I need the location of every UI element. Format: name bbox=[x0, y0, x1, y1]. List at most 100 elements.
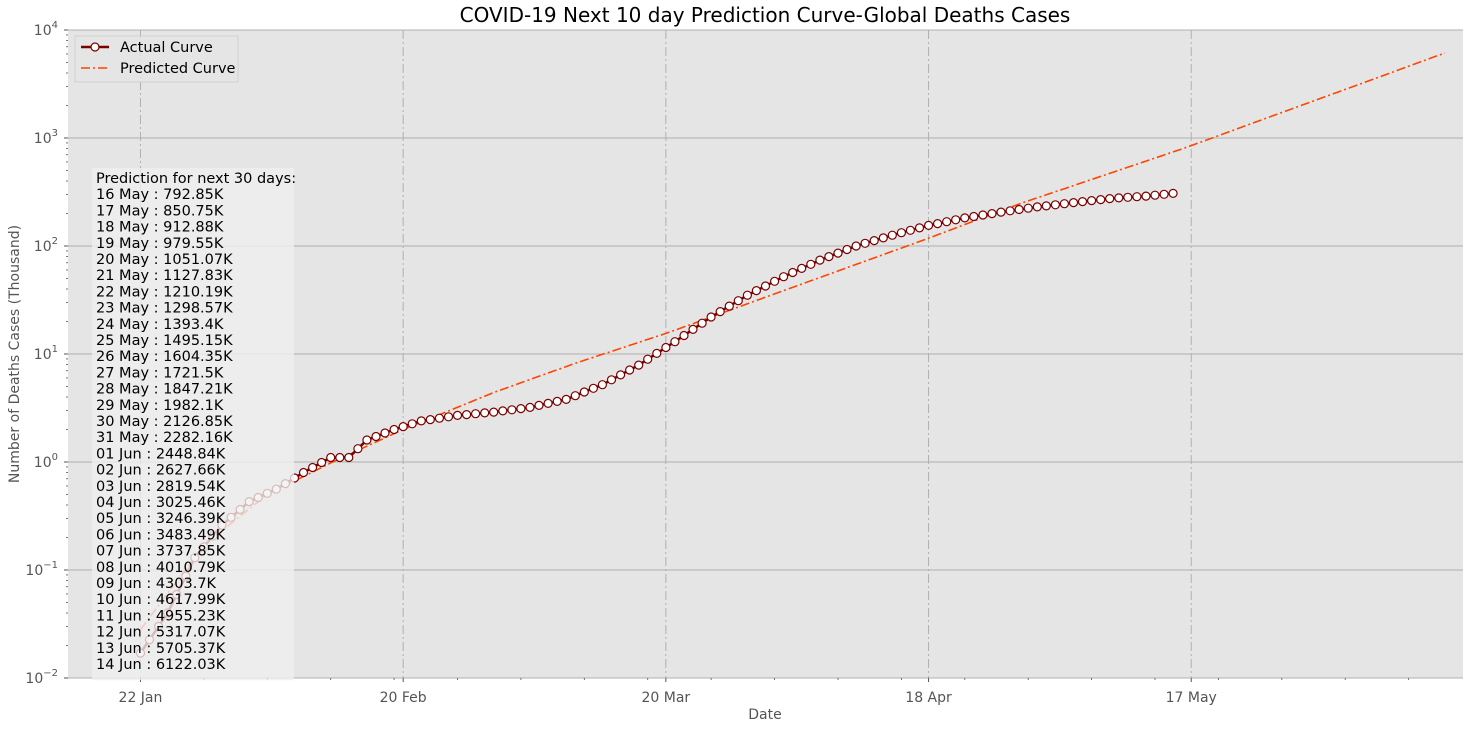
series-actual-point bbox=[308, 462, 318, 473]
series-actual-point bbox=[489, 407, 499, 417]
series-actual-point bbox=[552, 396, 562, 406]
series-actual-point bbox=[624, 365, 635, 375]
series-actual-point bbox=[335, 452, 345, 463]
series-actual-point bbox=[634, 360, 644, 370]
y-tick-base: 10 bbox=[34, 239, 52, 255]
series-actual-point bbox=[1114, 193, 1124, 203]
series-actual-point bbox=[371, 431, 381, 442]
annotation-line: 07 Jun : 3737.85K bbox=[96, 544, 226, 560]
series-actual-point bbox=[760, 281, 771, 291]
annotation-line: 23 May : 1298.57K bbox=[96, 301, 233, 317]
series-actual-point bbox=[788, 267, 798, 278]
series-actual-point bbox=[606, 375, 617, 385]
series-actual-point bbox=[534, 400, 544, 410]
series-actual-point bbox=[670, 337, 680, 347]
series-actual-point bbox=[697, 318, 707, 328]
series-actual-point bbox=[1023, 203, 1033, 213]
y-tick-label: 101 bbox=[34, 344, 58, 363]
series-actual-point bbox=[516, 404, 526, 414]
series-actual-point bbox=[652, 348, 662, 358]
series-actual-point bbox=[1123, 192, 1133, 202]
series-actual-point bbox=[923, 220, 934, 230]
series-actual-point bbox=[1096, 195, 1106, 205]
series-actual-point bbox=[416, 416, 426, 426]
series-actual-point bbox=[878, 233, 888, 243]
series-actual-point bbox=[1014, 204, 1024, 215]
series-actual-point bbox=[833, 248, 843, 258]
y-tick-label: 10−2 bbox=[25, 668, 58, 687]
series-actual-point bbox=[969, 211, 979, 222]
annotation-line: 24 May : 1393.4K bbox=[96, 317, 224, 333]
series-actual-point bbox=[643, 354, 653, 364]
y-tick-label: 10−1 bbox=[25, 560, 58, 579]
series-actual-point bbox=[769, 276, 780, 286]
annotation-layer: Prediction for next 30 days:16 May : 792… bbox=[92, 168, 296, 681]
y-tick-label: 102 bbox=[34, 236, 58, 255]
series-actual-point bbox=[996, 207, 1006, 217]
series-actual-point bbox=[615, 370, 626, 380]
x-axis-label: Date bbox=[748, 707, 781, 723]
annotation-line: 17 May : 850.75K bbox=[96, 203, 224, 219]
series-actual-point bbox=[1105, 194, 1115, 204]
series-actual-point bbox=[797, 263, 807, 273]
y-tick-exponent: 0 bbox=[52, 452, 58, 463]
series-actual-point bbox=[778, 272, 789, 282]
annotation-line: 11 Jun : 4955.23K bbox=[96, 608, 226, 624]
y-tick-exponent: 4 bbox=[52, 20, 58, 31]
annotation-line: 20 May : 1051.07K bbox=[96, 252, 233, 268]
annotation-line: 03 Jun : 2819.54K bbox=[96, 479, 226, 495]
series-actual-point bbox=[1141, 191, 1151, 201]
series-actual-point bbox=[1059, 199, 1070, 209]
y-tick-exponent: −2 bbox=[43, 668, 58, 679]
series-actual-point bbox=[326, 452, 336, 463]
series-actual-point bbox=[887, 230, 897, 240]
series-actual-point bbox=[1077, 197, 1088, 207]
annotation-line: 05 Jun : 3246.39K bbox=[96, 511, 226, 527]
annotation-heading: Prediction for next 30 days: bbox=[96, 171, 296, 187]
series-actual-point bbox=[1132, 192, 1142, 202]
series-actual-point bbox=[543, 398, 553, 408]
series-actual-point bbox=[1168, 188, 1178, 198]
annotation-line: 10 Jun : 4617.99K bbox=[96, 592, 226, 608]
y-tick-exponent: 1 bbox=[52, 344, 58, 355]
series-actual-point bbox=[407, 419, 417, 429]
y-tick-label: 100 bbox=[34, 452, 58, 471]
y-tick-base: 10 bbox=[25, 671, 43, 687]
series-actual-point bbox=[905, 225, 916, 235]
series-actual-point bbox=[679, 330, 689, 341]
series-actual-point bbox=[380, 428, 390, 438]
series-actual-point bbox=[706, 312, 716, 322]
series-actual-point bbox=[960, 213, 970, 223]
y-tick-label: 103 bbox=[34, 128, 58, 147]
y-tick-exponent: 2 bbox=[52, 236, 58, 247]
series-actual-point bbox=[806, 259, 816, 269]
series-actual-point bbox=[570, 391, 580, 401]
annotation-line: 01 Jun : 2448.84K bbox=[96, 446, 226, 462]
x-tick-label: 22 Jan bbox=[119, 690, 163, 706]
series-actual-point bbox=[471, 409, 481, 419]
series-actual-point bbox=[951, 215, 961, 225]
annotation-line: 18 May : 912.88K bbox=[96, 220, 224, 236]
annotation-line: 04 Jun : 3025.46K bbox=[96, 495, 226, 511]
series-actual-point bbox=[434, 413, 444, 423]
series-actual-point bbox=[914, 223, 925, 233]
annotation-line: 22 May : 1210.19K bbox=[96, 284, 233, 300]
series-actual-point bbox=[860, 238, 870, 248]
legend-actual-marker bbox=[90, 42, 100, 52]
x-tick-label: 20 Feb bbox=[380, 690, 427, 706]
y-tick-base: 10 bbox=[25, 563, 43, 579]
annotation-line: 25 May : 1495.15K bbox=[96, 333, 233, 349]
series-actual-point bbox=[525, 402, 535, 412]
series-actual-point bbox=[398, 422, 408, 432]
series-actual-point bbox=[661, 342, 671, 353]
y-tick-base: 10 bbox=[34, 23, 52, 39]
series-actual-point bbox=[353, 444, 363, 454]
annotation-line: 08 Jun : 4010.79K bbox=[96, 560, 226, 576]
series-actual-point bbox=[987, 209, 997, 219]
annotation-line: 16 May : 792.85K bbox=[96, 187, 224, 203]
series-actual-point bbox=[1086, 196, 1097, 206]
y-tick-base: 10 bbox=[34, 347, 52, 363]
annotation-line: 02 Jun : 2627.66K bbox=[96, 463, 226, 479]
